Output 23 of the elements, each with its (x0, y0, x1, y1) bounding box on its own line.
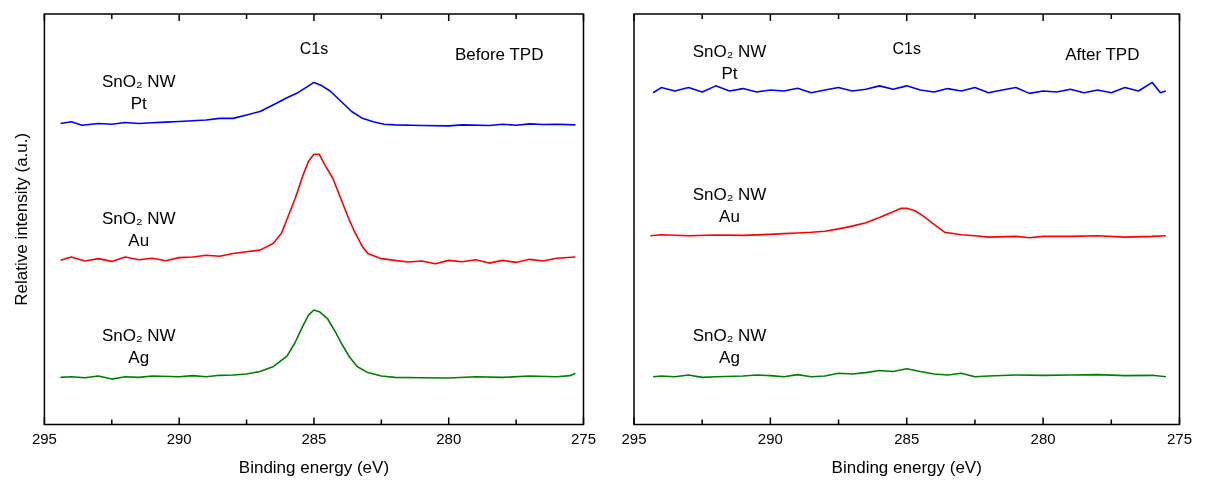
x-axis-title: Binding energy (eV) (238, 458, 390, 478)
x-tick-label: 280 (1030, 429, 1056, 447)
x-tick-label: 275 (1166, 429, 1192, 447)
x-tick-label: 285 (301, 429, 327, 447)
series-label: SnO₂ NW Au (692, 184, 767, 226)
series-label: SnO₂ NW Pt (101, 72, 176, 114)
x-tick-label: 295 (31, 429, 57, 447)
text: After TPD (1065, 45, 1140, 64)
annotation: C1s (299, 40, 329, 57)
series-label: SnO₂ NW Pt (692, 41, 767, 83)
series-label: SnO₂ NW Ag (692, 325, 767, 367)
series-label: SnO₂ NW Au (101, 209, 176, 251)
x-tick-label: 290 (757, 429, 783, 447)
x-axis-title: Binding energy (eV) (831, 458, 982, 478)
x-tick-label: 285 (894, 429, 920, 447)
x-tick-label: 290 (166, 429, 192, 447)
x-tick-label: 280 (436, 429, 462, 447)
y-axis-title: Relative intensity (a.u.) (11, 132, 31, 306)
series-label: SnO₂ NW Ag (101, 326, 176, 368)
annotation: C1s (892, 40, 921, 57)
x-tick-label: 295 (621, 429, 647, 447)
x-tick-label: 275 (570, 429, 596, 447)
text: Before TPD (454, 45, 544, 64)
